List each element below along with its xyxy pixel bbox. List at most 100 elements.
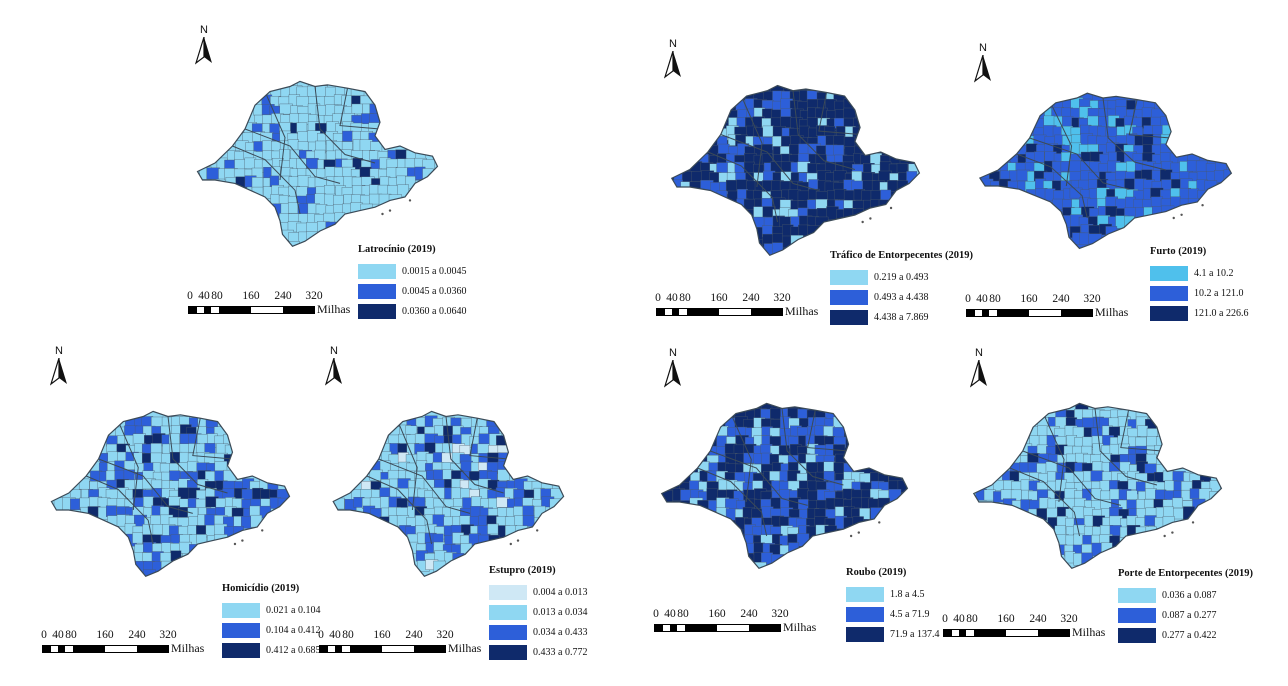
municipality-cell <box>206 167 220 180</box>
scale-tick-label: 80 <box>989 293 1001 305</box>
legend-item: 0.104 a 0.412 <box>222 620 320 640</box>
choropleth-map-latrocinio <box>196 80 439 248</box>
municipality-cell <box>386 167 398 179</box>
municipality-cell <box>1145 488 1157 500</box>
legend-label: 0.087 a 0.277 <box>1162 609 1217 621</box>
north-arrow-icon: N <box>662 347 684 391</box>
legend-swatch <box>1150 285 1188 301</box>
scale-bar-segments <box>966 309 1093 317</box>
municipality-cell <box>1209 491 1222 502</box>
scale-tick-label: 80 <box>211 290 223 302</box>
municipality-cell <box>78 478 90 490</box>
municipality-cell <box>706 488 718 501</box>
municipality-cell <box>1189 488 1201 499</box>
scale-unit: Milhas <box>1072 625 1106 639</box>
legend-label: 4.438 a 7.869 <box>874 311 929 323</box>
legend-label: 0.0360 a 0.0640 <box>402 305 467 317</box>
legend-label: 4.1 a 10.2 <box>1194 267 1234 279</box>
municipality-cell <box>1090 470 1104 482</box>
legend-swatch <box>830 289 868 305</box>
municipality-cell <box>725 179 738 192</box>
scale-bar-segments <box>319 645 446 653</box>
municipality-cell <box>716 425 729 437</box>
legend-swatch <box>1118 607 1156 623</box>
legend-label: 0.021 a 0.104 <box>266 604 321 616</box>
north-arrow-icon: N <box>972 42 994 86</box>
scale-tick-label: 40 <box>953 613 965 625</box>
legend-swatch <box>846 626 884 642</box>
scale-tick-label: 240 <box>742 292 760 304</box>
scale-tick-label: 160 <box>708 608 726 620</box>
north-label: N <box>975 347 983 359</box>
scale-tick-label: 80 <box>966 613 978 625</box>
legend-item: 0.433 a 0.772 <box>489 642 587 662</box>
legend-homicidio: Homicídio (2019) 0.021 a 0.104 0.104 a 0.4… <box>222 583 320 660</box>
municipality-cell <box>522 515 535 527</box>
legend-title: Roubo (2019) <box>846 567 907 578</box>
legend-label: 0.004 a 0.013 <box>533 586 588 598</box>
legend-swatch <box>489 644 527 660</box>
legend-item: 71.9 a 137.4 <box>846 624 939 644</box>
municipality-cell <box>859 508 871 520</box>
municipality-cell <box>1062 115 1074 128</box>
scale-tick-label: 0 <box>655 292 661 304</box>
legend-label: 0.433 a 0.772 <box>533 646 588 658</box>
municipality-cell <box>379 487 391 499</box>
scale-tick-label: 160 <box>242 290 260 302</box>
scale-tick-label: 80 <box>342 629 354 641</box>
legend-item: 1.8 a 4.5 <box>846 584 939 604</box>
legend-item: 0.087 a 0.277 <box>1118 605 1253 625</box>
legend-item: 0.004 a 0.013 <box>489 582 587 602</box>
scale-tick-label: 0 <box>965 293 971 305</box>
legend-latrocinio: Latrocínio (2019) 0.0015 a 0.0045 0.0045 a… <box>358 244 466 321</box>
scale-tick-label: 160 <box>373 629 391 641</box>
municipality-cell <box>359 166 372 178</box>
municipality-cell <box>833 462 845 476</box>
legend-label: 0.493 a 4.438 <box>874 291 929 303</box>
municipality-cell <box>1162 470 1175 482</box>
legend-label: 1.8 a 4.5 <box>890 588 925 600</box>
north-arrow-icon: N <box>968 347 990 391</box>
municipality-cell <box>287 139 299 151</box>
scale-tick-label: 0 <box>41 629 47 641</box>
legend-title: Homicídio (2019) <box>222 583 300 594</box>
legend-swatch <box>1118 587 1156 603</box>
legend-label: 0.277 a 0.422 <box>1162 629 1217 641</box>
legend-item: 10.2 a 121.0 <box>1150 283 1248 303</box>
municipality-cell <box>1223 169 1232 183</box>
scale-tick-label: 0 <box>942 613 948 625</box>
scale-unit: Milhas <box>171 641 205 655</box>
legend-swatch <box>489 584 527 600</box>
legend-item: 0.0045 a 0.0360 <box>358 281 466 301</box>
municipality-cell <box>106 505 117 517</box>
scale-tick-label: 160 <box>997 613 1015 625</box>
municipality-cell <box>296 122 308 133</box>
choropleth-map-porte <box>972 402 1223 570</box>
legend-label: 0.104 a 0.412 <box>266 624 321 636</box>
choropleth-map-trafico <box>670 84 921 256</box>
scale-tick-label: 240 <box>128 629 146 641</box>
legend-label: 0.013 a 0.034 <box>533 606 588 618</box>
municipality-cell <box>1069 160 1083 173</box>
north-arrow-icon: N <box>323 345 345 389</box>
legend-swatch <box>222 602 260 618</box>
legend-item: 0.034 a 0.433 <box>489 622 587 642</box>
legend-swatch <box>830 269 868 285</box>
municipality-cell <box>1109 525 1122 536</box>
municipality-cell <box>762 125 775 137</box>
legend-item: 121.0 a 226.6 <box>1150 303 1248 323</box>
municipality-cell <box>142 524 154 535</box>
legend-furto: Furto (2019) 4.1 a 10.2 10.2 a 121.0 121.0 … <box>1150 246 1248 323</box>
municipality-cell <box>342 130 354 142</box>
scale-tick-label: 40 <box>664 608 676 620</box>
municipality-cell <box>833 144 844 156</box>
municipality-cell <box>1124 178 1136 190</box>
scale-bar-segments <box>943 629 1070 637</box>
legend-swatch <box>358 303 396 319</box>
municipality-cell <box>743 489 755 501</box>
legend-item: 0.412 a 0.685 <box>222 640 320 660</box>
choropleth-map-roubo <box>660 402 909 570</box>
legend-swatch <box>1150 265 1188 281</box>
municipality-cell <box>132 532 143 544</box>
municipality-cell <box>887 180 898 192</box>
